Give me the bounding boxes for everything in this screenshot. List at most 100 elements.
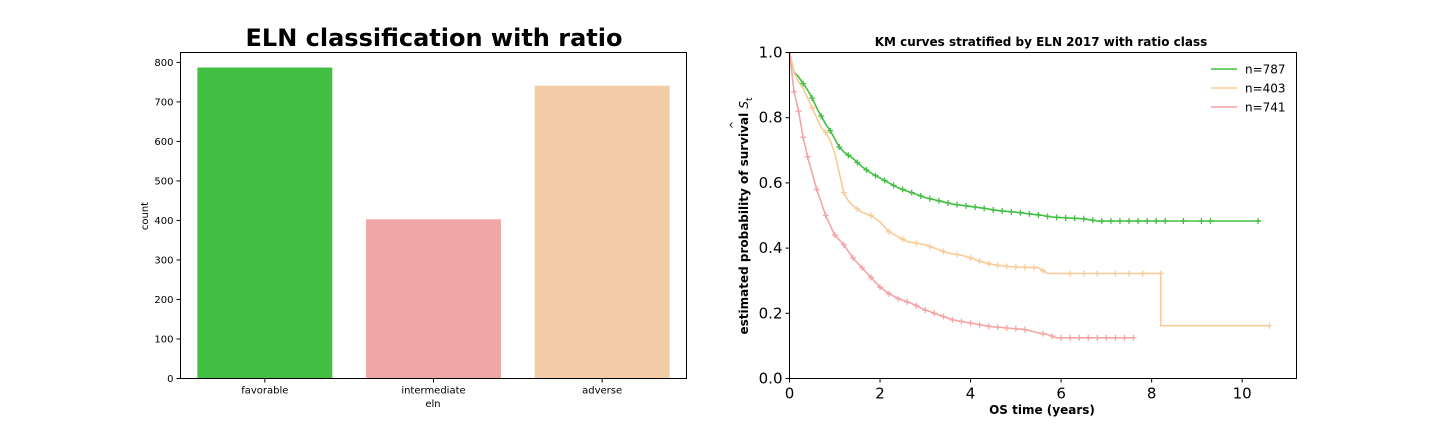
km-y-label-symbol: S bbox=[737, 101, 751, 109]
km-censor-mark bbox=[926, 243, 933, 250]
km-censor-mark bbox=[1112, 334, 1119, 341]
km-censor-mark bbox=[967, 320, 974, 327]
km-censor-mark bbox=[895, 295, 902, 302]
km-x-tick-label: 10 bbox=[1233, 385, 1252, 403]
km-censor-mark bbox=[1012, 325, 1019, 332]
km-censor-mark bbox=[836, 144, 843, 151]
km-y-tick-label: 0.0 bbox=[759, 370, 783, 388]
km-censor-mark bbox=[972, 204, 979, 211]
km-censor-mark bbox=[1071, 215, 1078, 222]
bar-chart-title: ELN classification with ratio bbox=[246, 24, 623, 52]
km-censor-mark bbox=[854, 205, 861, 212]
km-censor-mark bbox=[1207, 218, 1214, 225]
km-censor-mark bbox=[1017, 209, 1024, 216]
km-curve-n=741 bbox=[788, 52, 1134, 339]
km-censor-mark bbox=[872, 172, 879, 179]
km-censor-mark bbox=[831, 232, 838, 239]
km-censor-mark bbox=[795, 108, 802, 115]
km-censor-mark bbox=[976, 321, 983, 328]
km-chart-x-ticks: 0 2 4 6 8 10 bbox=[785, 378, 1252, 403]
km-censor-mark bbox=[881, 177, 888, 184]
km-censor-mark bbox=[1062, 214, 1069, 221]
km-legend-label: n=787 bbox=[1245, 63, 1286, 77]
km-censor-mark bbox=[953, 251, 960, 258]
km-y-label-main: estimated probability of survival bbox=[737, 109, 751, 335]
km-censor-mark bbox=[958, 318, 965, 325]
km-y-label-hat: ^ bbox=[729, 121, 740, 129]
km-censor-mark bbox=[1044, 213, 1051, 220]
km-censor-mark bbox=[949, 316, 956, 323]
km-censor-mark bbox=[877, 284, 884, 291]
km-chart-y-ticks: 0.0 0.2 0.4 0.6 0.8 1.0 bbox=[759, 44, 790, 388]
km-censor-mark bbox=[1076, 334, 1083, 341]
km-censor-mark bbox=[1144, 218, 1151, 225]
bar-chart-axes-frame bbox=[180, 52, 687, 379]
km-chart-y-axis-label: estimated probability of survival St bbox=[737, 97, 755, 335]
bar-favorable bbox=[197, 67, 333, 379]
km-x-tick-label: 8 bbox=[1147, 385, 1157, 403]
bar-y-tick-label: 500 bbox=[154, 176, 173, 187]
bar-chart-bars bbox=[197, 67, 670, 379]
km-censor-mark bbox=[1026, 210, 1033, 217]
km-censor-mark bbox=[886, 228, 893, 235]
bar-chart-y-axis-label: count bbox=[140, 202, 151, 230]
km-censor-mark bbox=[1139, 270, 1146, 277]
km-chart-legend: n=787 n=403 n=741 bbox=[1211, 63, 1286, 115]
km-censor-mark bbox=[1003, 263, 1010, 270]
km-censor-mark bbox=[967, 254, 974, 261]
km-chart-x-axis-label: OS time (years) bbox=[989, 403, 1095, 417]
km-censor-mark bbox=[1021, 326, 1028, 333]
km-censor-mark bbox=[1008, 208, 1015, 215]
km-censor-mark bbox=[1094, 334, 1101, 341]
km-censor-mark bbox=[845, 152, 852, 159]
bar-y-tick-label: 400 bbox=[154, 216, 173, 227]
km-censor-mark bbox=[818, 113, 825, 120]
km-censor-mark bbox=[1067, 334, 1074, 341]
km-censor-mark bbox=[1012, 264, 1019, 271]
km-censor-mark bbox=[994, 324, 1001, 331]
km-censor-mark bbox=[858, 264, 865, 271]
km-y-tick-label: 0.8 bbox=[759, 109, 783, 127]
km-chart-panel: KM curves stratified by ELN 2017 with ra… bbox=[729, 35, 1297, 417]
bar-chart-panel: ELN classification with ratio 0 100 200 300… bbox=[140, 24, 687, 410]
km-censor-mark bbox=[840, 189, 847, 196]
km-censor-mark bbox=[999, 208, 1006, 215]
km-chart-censor-marks bbox=[791, 80, 1273, 341]
km-censor-mark bbox=[985, 323, 992, 330]
km-censor-mark bbox=[922, 307, 929, 314]
km-censor-mark bbox=[1198, 218, 1205, 225]
km-censor-mark bbox=[963, 202, 970, 209]
km-censor-mark bbox=[1266, 322, 1273, 329]
km-censor-mark bbox=[1089, 217, 1096, 224]
km-censor-mark bbox=[908, 189, 915, 196]
km-curve-n=403 bbox=[788, 52, 1270, 327]
km-censor-mark bbox=[1162, 218, 1169, 225]
km-censor-mark bbox=[1107, 218, 1114, 225]
km-censor-mark bbox=[854, 159, 861, 166]
km-censor-mark bbox=[1126, 218, 1133, 225]
km-chart-axes-frame bbox=[789, 52, 1297, 379]
km-censor-mark bbox=[1035, 211, 1042, 218]
km-censor-mark bbox=[1157, 270, 1164, 277]
bar-y-tick-label: 0 bbox=[167, 374, 173, 385]
km-legend-label: n=741 bbox=[1245, 101, 1286, 115]
km-censor-mark bbox=[940, 248, 947, 255]
bar-x-tick-label: favorable bbox=[241, 386, 288, 397]
km-censor-mark bbox=[1080, 270, 1087, 277]
bar-y-tick-label: 800 bbox=[154, 58, 173, 69]
km-chart-curves bbox=[788, 52, 1270, 339]
bar-adverse bbox=[534, 85, 670, 379]
km-censor-mark bbox=[1103, 334, 1110, 341]
km-censor-mark bbox=[1003, 324, 1010, 331]
km-censor-mark bbox=[953, 201, 960, 208]
bar-chart-x-axis-label: eln bbox=[425, 399, 440, 410]
km-censor-mark bbox=[976, 258, 983, 265]
km-y-tick-label: 0.4 bbox=[759, 239, 783, 257]
km-censor-mark bbox=[899, 236, 906, 243]
km-censor-mark bbox=[827, 127, 834, 134]
km-x-tick-label: 2 bbox=[875, 385, 885, 403]
bar-y-tick-label: 100 bbox=[154, 334, 173, 345]
km-censor-mark bbox=[940, 313, 947, 320]
km-censor-mark bbox=[904, 298, 911, 305]
